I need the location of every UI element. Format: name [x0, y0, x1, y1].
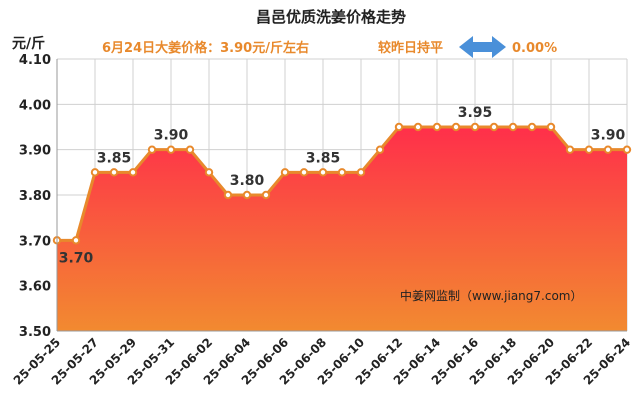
- y-axis-unit: 元/斤: [12, 35, 45, 52]
- y-tick-label: 3.70: [19, 234, 51, 249]
- y-tick-label: 4.10: [19, 53, 51, 68]
- area-layer: [57, 127, 627, 331]
- credit-text: 中姜网监制（www.jiang7.com）: [400, 288, 582, 303]
- data-label: 3.95: [458, 105, 493, 121]
- y-tick-labels: 3.50 3.60 3.70 3.80 3.90 4.00 4.10: [19, 53, 51, 340]
- y-tick-label: 3.50: [19, 325, 51, 340]
- data-point: [546, 122, 556, 132]
- data-point: [261, 190, 271, 200]
- axes: [56, 59, 627, 332]
- data-point: [527, 122, 537, 132]
- data-point: [223, 190, 233, 200]
- data-point: [337, 168, 347, 177]
- data-point: [128, 168, 138, 177]
- data-point: [109, 168, 119, 177]
- data-point: [432, 122, 442, 132]
- data-point: [185, 145, 195, 154]
- y-tick-label: 4.00: [19, 98, 51, 113]
- chart-title: 昌邑优质洗姜价格走势: [256, 8, 406, 26]
- data-point: [242, 190, 252, 200]
- data-point: [584, 145, 594, 154]
- data-point: [603, 145, 613, 154]
- data-point: [71, 236, 81, 245]
- data-point: [470, 122, 480, 132]
- x-tick-labels: 25-05-2525-05-2725-05-2925-05-3125-06-02…: [11, 335, 633, 387]
- change-percent: 0.00%: [512, 41, 557, 56]
- price-note: 6月24日大姜价格：3.90元/斤左右: [102, 40, 309, 56]
- y-tick-label: 3.90: [19, 144, 51, 159]
- data-points: [52, 122, 632, 245]
- data-point: [565, 145, 575, 154]
- data-label: 3.70: [59, 250, 94, 266]
- data-label: 3.90: [591, 128, 626, 144]
- data-point: [147, 145, 157, 154]
- data-labels: 3.70 3.85 3.90 3.80 3.85 3.95 3.90: [59, 105, 626, 266]
- data-point: [413, 122, 423, 132]
- series-area: [57, 127, 627, 331]
- data-label: 3.85: [97, 150, 132, 166]
- data-point: [356, 168, 366, 177]
- data-point: [394, 122, 404, 132]
- data-point: [508, 122, 518, 132]
- data-point: [299, 168, 309, 177]
- data-point: [90, 168, 100, 177]
- double-arrow-icon: [459, 36, 506, 58]
- data-point: [451, 122, 461, 132]
- data-label: 3.85: [306, 150, 341, 166]
- data-point: [318, 168, 328, 177]
- data-point: [622, 145, 632, 154]
- data-label: 3.80: [230, 173, 265, 189]
- data-point: [204, 168, 214, 177]
- data-point: [166, 145, 176, 154]
- data-label: 3.90: [154, 128, 189, 144]
- compare-label: 较昨日持平: [378, 40, 443, 56]
- y-tick-label: 3.60: [19, 280, 51, 295]
- data-point: [280, 168, 290, 177]
- y-tick-label: 3.80: [19, 189, 51, 204]
- data-point: [375, 145, 385, 154]
- data-point: [489, 122, 499, 132]
